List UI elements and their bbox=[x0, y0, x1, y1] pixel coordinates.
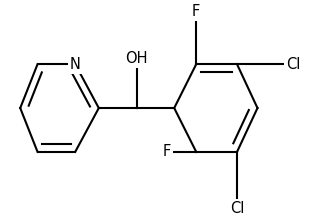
Text: F: F bbox=[163, 144, 171, 159]
Text: OH: OH bbox=[125, 51, 148, 66]
Text: Cl: Cl bbox=[230, 201, 244, 216]
Text: F: F bbox=[192, 4, 200, 19]
Text: Cl: Cl bbox=[286, 57, 300, 72]
Text: N: N bbox=[70, 57, 81, 72]
